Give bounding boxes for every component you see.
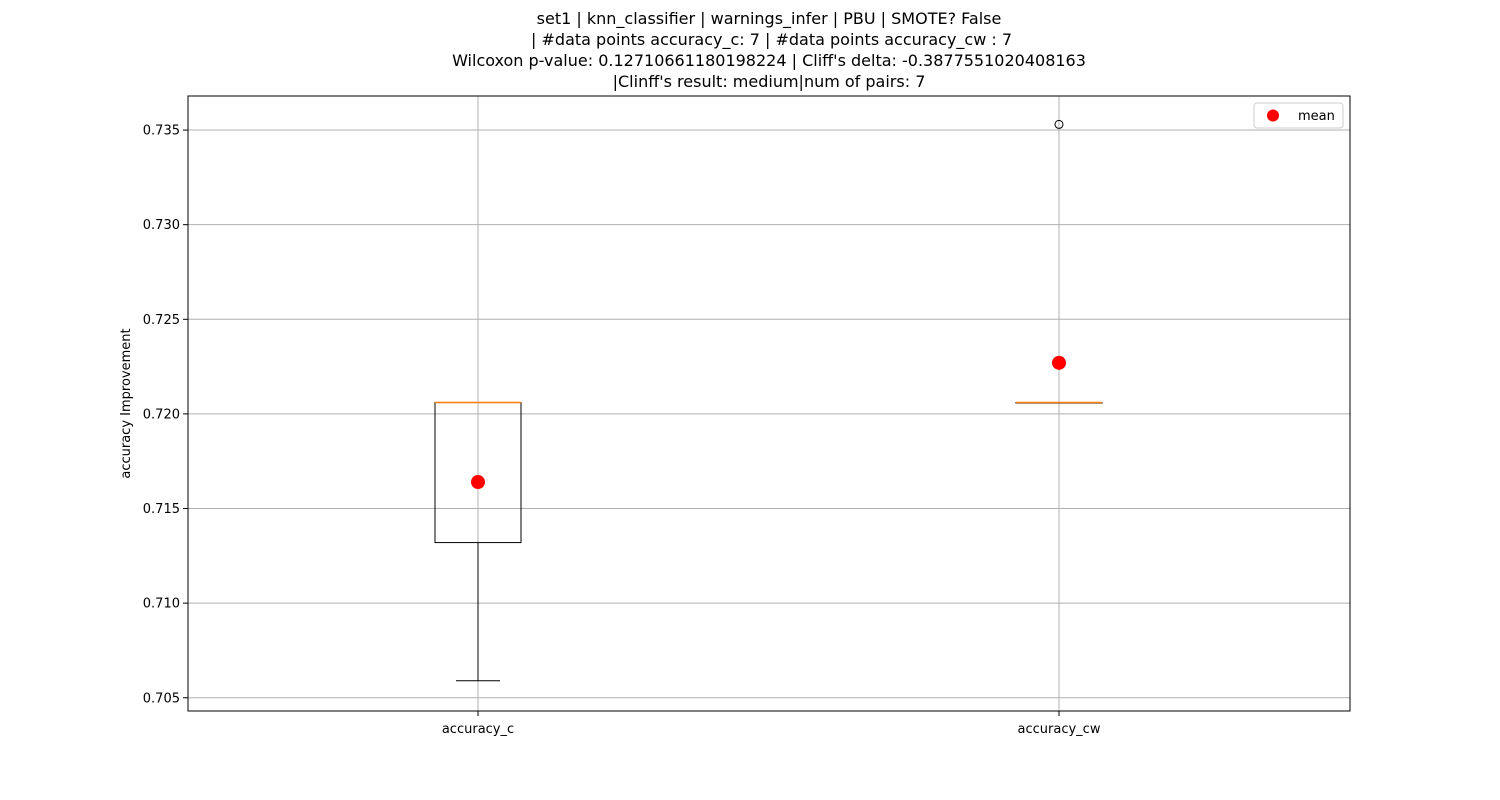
boxes	[434, 119, 1103, 682]
legend: mean	[1253, 102, 1344, 129]
outlier-point	[1054, 119, 1064, 129]
y-tick-label: 0.705	[143, 691, 180, 706]
y-tick-label: 0.730	[143, 218, 180, 233]
y-tick-label: 0.725	[143, 313, 180, 328]
title-line-1: set1 | knn_classifier | warnings_infer |…	[536, 9, 1002, 28]
y-axis-label: accuracy Improvement	[119, 328, 134, 478]
chart-title: set1 | knn_classifier | warnings_infer |…	[0, 8, 1500, 92]
box-accuracy_c	[434, 401, 522, 682]
grid	[188, 96, 1350, 711]
x-tick-label: accuracy_c	[442, 722, 514, 737]
y-tick-label: 0.735	[143, 124, 180, 139]
title-line-2: | #data points accuracy_c: 7 | #data poi…	[525, 30, 1013, 49]
legend-mean-marker	[1267, 109, 1279, 122]
legend-mean-label: mean	[1298, 109, 1335, 124]
y-tick-label: 0.715	[143, 502, 180, 517]
title-line-3: Wilcoxon p-value: 0.12710661180198224 | …	[452, 51, 1086, 70]
mean-point	[1052, 355, 1066, 370]
ticks: 0.705 0.710 0.715 0.720 0.725 0.730 0.735 accur…	[143, 124, 1101, 737]
title-line-4: |Clinff's result: medium|num of pairs: 7	[612, 72, 926, 91]
y-tick-label: 0.720	[143, 407, 180, 422]
x-tick-label: accuracy_cw	[1018, 722, 1101, 737]
legend-box	[1253, 102, 1344, 129]
mean-point	[471, 475, 485, 490]
plot-frame	[187, 95, 1351, 712]
box-accuracy_cw	[1015, 119, 1103, 404]
y-tick-label: 0.710	[143, 597, 180, 612]
